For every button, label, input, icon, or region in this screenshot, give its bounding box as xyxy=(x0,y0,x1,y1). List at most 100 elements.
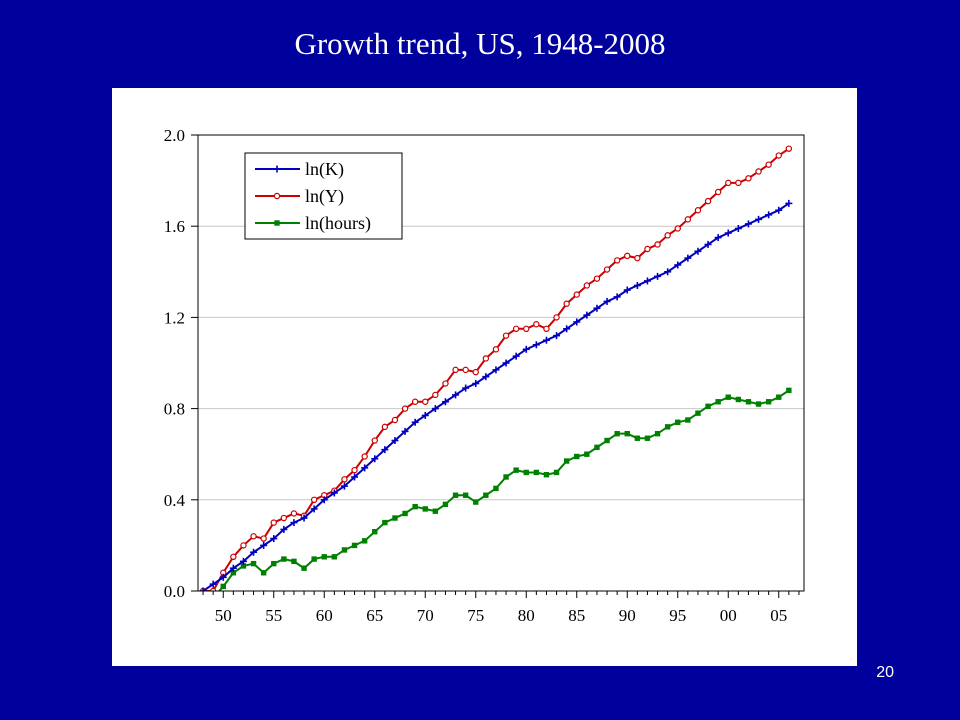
data-point xyxy=(593,275,601,282)
data-point xyxy=(432,508,439,514)
data-point xyxy=(412,503,418,510)
data-point xyxy=(633,281,641,289)
data-point xyxy=(392,515,398,521)
data-point xyxy=(745,399,752,405)
data-point xyxy=(613,293,621,301)
legend-label: ln(K) xyxy=(305,159,344,180)
data-point xyxy=(260,570,267,576)
y-tick-label: 0.4 xyxy=(164,491,186,510)
data-point xyxy=(675,419,681,425)
legend-label: ln(hours) xyxy=(305,213,371,234)
data-point xyxy=(381,423,389,431)
data-point xyxy=(271,560,277,567)
data-point xyxy=(512,325,520,332)
data-point xyxy=(594,444,600,451)
data-point xyxy=(654,430,661,437)
data-point xyxy=(674,261,682,269)
data-point xyxy=(250,533,257,540)
x-tick-label: 75 xyxy=(467,606,484,625)
axis-ticks: 0.0 0.4 0.8 1.2 1.6 2.0 50 55 60 65 70 75 80 85 90 95 00… xyxy=(164,126,800,625)
data-point xyxy=(290,519,298,527)
data-point xyxy=(411,398,419,405)
data-point xyxy=(240,542,247,549)
data-point xyxy=(452,366,459,374)
data-point xyxy=(533,469,540,476)
data-point xyxy=(584,451,590,457)
data-point xyxy=(382,519,388,526)
data-point xyxy=(724,229,732,237)
data-point xyxy=(492,346,500,353)
data-point xyxy=(473,499,479,505)
data-point xyxy=(472,368,479,376)
data-point xyxy=(421,411,429,419)
x-tick-label: 80 xyxy=(518,606,535,625)
y-tick-label: 0.0 xyxy=(164,582,185,601)
data-point xyxy=(199,587,207,591)
data-point xyxy=(563,325,571,333)
data-point xyxy=(270,535,278,543)
data-point xyxy=(502,332,510,339)
data-point xyxy=(422,398,429,405)
data-point xyxy=(573,318,581,326)
series-lnhours xyxy=(201,387,792,604)
data-point xyxy=(351,473,359,481)
data-point xyxy=(341,547,348,553)
data-point xyxy=(442,380,449,387)
data-point xyxy=(744,220,752,228)
series-line xyxy=(217,389,790,591)
data-point xyxy=(543,325,550,332)
data-point xyxy=(512,352,520,360)
data-point xyxy=(211,596,215,600)
data-point xyxy=(361,464,369,472)
data-point xyxy=(201,600,205,604)
data-point xyxy=(280,525,288,533)
data-point xyxy=(704,240,712,248)
data-point xyxy=(441,398,449,406)
data-point xyxy=(563,458,570,464)
series-line xyxy=(202,202,790,591)
data-point xyxy=(775,206,783,214)
data-point xyxy=(401,405,409,412)
series-lny xyxy=(199,145,793,591)
data-point xyxy=(553,469,560,476)
data-point xyxy=(523,469,529,476)
data-point xyxy=(685,417,691,423)
data-point xyxy=(755,401,762,407)
data-point xyxy=(786,387,792,394)
series-lnk xyxy=(199,199,793,591)
data-point xyxy=(493,485,499,492)
data-point xyxy=(270,519,277,526)
data-point xyxy=(311,556,317,562)
data-point xyxy=(542,336,550,344)
y-tick-label: 2.0 xyxy=(164,126,185,145)
data-point xyxy=(765,399,772,405)
slide-number: 20 xyxy=(876,664,894,681)
data-point xyxy=(402,510,408,517)
slide-title: Growth trend, US, 1948-2008 xyxy=(294,26,666,61)
x-tick-label: 90 xyxy=(619,606,636,625)
data-point xyxy=(320,496,328,504)
x-tick-label: 70 xyxy=(417,606,434,625)
x-tick-label: 95 xyxy=(669,606,686,625)
data-point xyxy=(391,416,399,424)
plot-frame xyxy=(197,134,805,592)
data-point xyxy=(310,505,318,513)
data-point xyxy=(624,430,630,437)
x-tick-label: 60 xyxy=(316,606,333,625)
data-point xyxy=(684,254,692,262)
data-point xyxy=(775,152,782,159)
data-point xyxy=(462,492,469,498)
data-point xyxy=(613,257,621,264)
data-point xyxy=(432,391,439,399)
data-point xyxy=(785,199,793,207)
data-point xyxy=(634,435,641,441)
data-point xyxy=(239,557,247,565)
data-point xyxy=(431,405,439,413)
data-point xyxy=(371,455,379,463)
data-point xyxy=(290,510,298,517)
data-point xyxy=(340,482,348,490)
data-point xyxy=(341,476,348,483)
data-point xyxy=(391,437,399,445)
data-point xyxy=(230,553,237,560)
data-point xyxy=(694,207,702,214)
